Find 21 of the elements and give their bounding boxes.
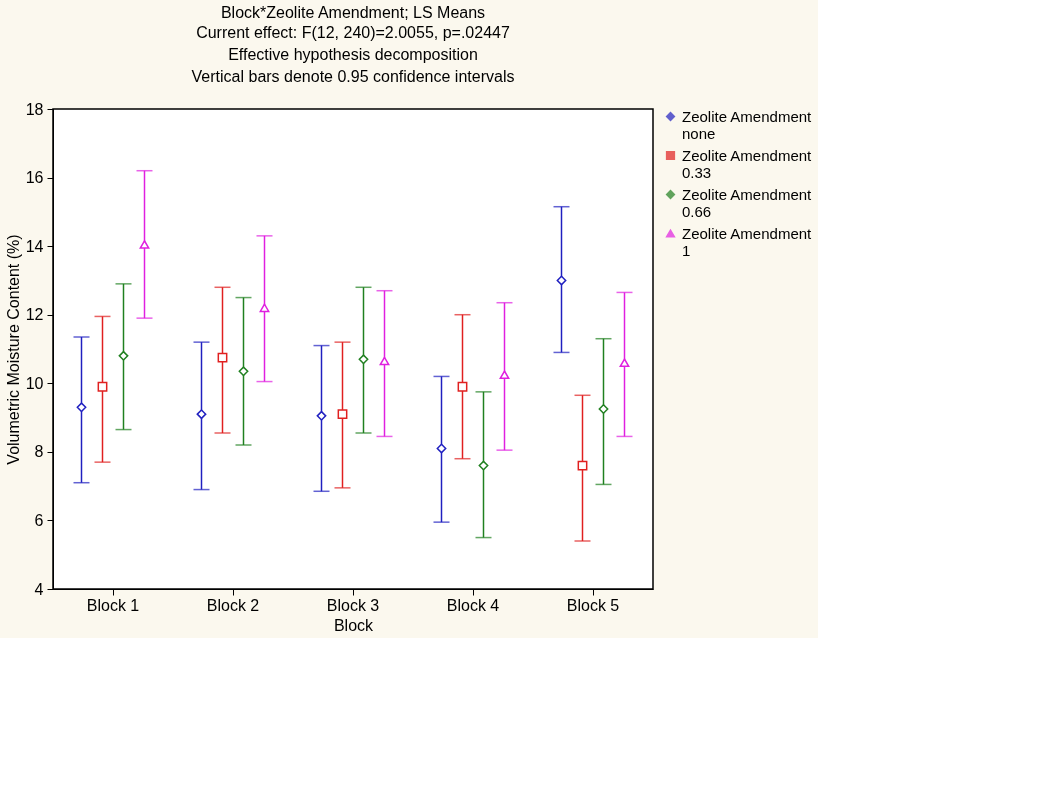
- y-tick-label: 14: [25, 237, 44, 255]
- y-tick-label: 18: [25, 100, 44, 118]
- y-tick-label: 16: [25, 169, 44, 187]
- legend-label: Zeolite Amendment none: [682, 107, 813, 142]
- legend-label: Zeolite Amendment 1: [682, 224, 813, 259]
- x-tick-label: Block 5: [566, 596, 620, 614]
- y-tick-label: 12: [25, 306, 44, 324]
- chart-subtitle: Current effect: F(12, 240)=2.0055, p=.02447 Effective hypothesis decomposition Vertical bars denote 0.95 confidence intervals: [191, 24, 515, 85]
- x-tick-label: Block 1: [86, 596, 140, 614]
- y-tick-label: 4: [34, 580, 44, 598]
- chart-title: Block*Zeolite Amendment; LS Means: [220, 4, 486, 21]
- x-tick-label: Block 2: [206, 596, 260, 614]
- x-tick-label: Block 4: [446, 596, 500, 614]
- x-tick-label: Block 3: [326, 596, 380, 614]
- y-axis-title: Volumetric Moisture Content (%): [4, 234, 22, 465]
- y-tick-label: 6: [34, 511, 44, 529]
- legend-label: Zeolite Amendment 0.66: [682, 185, 813, 220]
- legend-label: Zeolite Amendment 0.33: [682, 146, 813, 181]
- y-tick-label: 8: [34, 443, 44, 461]
- y-tick-label: 10: [25, 374, 44, 392]
- x-axis-title: Block: [333, 616, 375, 634]
